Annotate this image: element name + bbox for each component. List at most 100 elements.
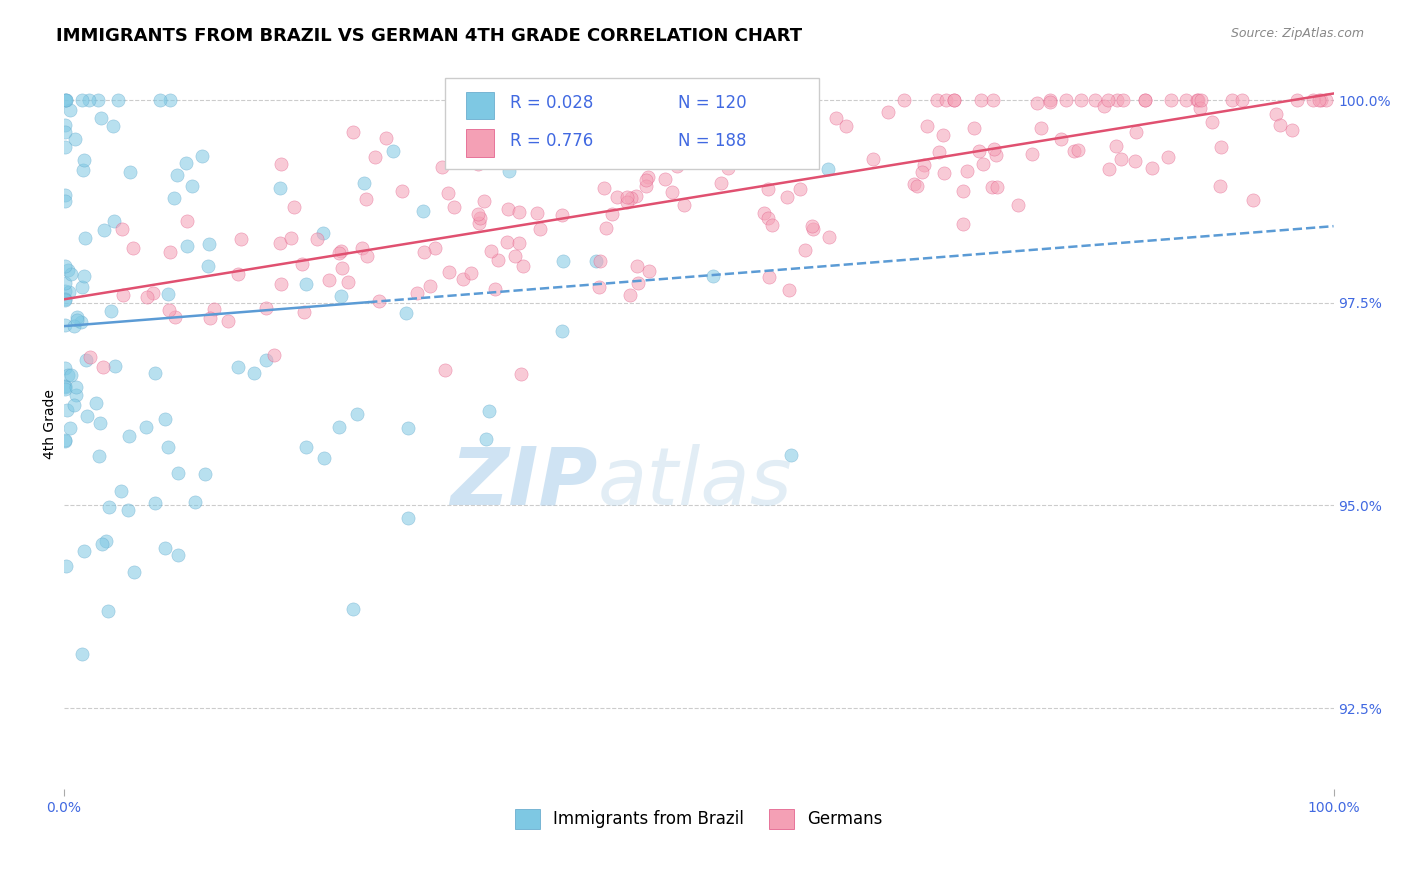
Point — [661, 185, 683, 199]
Point — [758, 269, 780, 284]
Point — [972, 157, 994, 171]
Point — [136, 290, 159, 304]
Point — [312, 450, 335, 465]
Point — [1107, 93, 1129, 107]
Point — [330, 260, 353, 275]
Point — [593, 181, 616, 195]
Point — [969, 93, 991, 107]
Point — [118, 429, 141, 443]
Point — [53, 380, 76, 394]
Point — [305, 232, 328, 246]
Point — [176, 214, 198, 228]
Point — [451, 271, 474, 285]
Point — [496, 202, 519, 216]
Point — [162, 190, 184, 204]
Point — [135, 419, 157, 434]
Point — [155, 411, 177, 425]
Point — [184, 495, 207, 509]
Point — [581, 93, 603, 107]
Point — [1025, 96, 1047, 111]
Point — [100, 304, 122, 318]
Point — [1220, 93, 1243, 107]
Point — [73, 153, 96, 167]
Point — [269, 236, 291, 251]
Point — [551, 325, 574, 339]
Text: IMMIGRANTS FROM BRAZIL VS GERMAN 4TH GRADE CORRELATION CHART: IMMIGRANTS FROM BRAZIL VS GERMAN 4TH GRA… — [56, 27, 803, 45]
Point — [53, 434, 76, 449]
Point — [1187, 93, 1209, 107]
Point — [423, 241, 446, 255]
Point — [634, 173, 657, 187]
Point — [986, 147, 1008, 161]
Point — [928, 145, 950, 159]
Point — [967, 144, 990, 158]
Point — [346, 407, 368, 421]
Point — [142, 285, 165, 300]
Point — [467, 157, 489, 171]
Point — [1281, 122, 1303, 136]
Point — [801, 219, 824, 234]
Point — [592, 136, 614, 151]
Point — [270, 157, 292, 171]
Point — [1063, 145, 1085, 159]
Bar — [467, 129, 495, 157]
Point — [70, 279, 93, 293]
Point — [1097, 93, 1119, 107]
Legend: Immigrants from Brazil, Germans: Immigrants from Brazil, Germans — [508, 802, 890, 836]
Point — [375, 130, 398, 145]
Point — [56, 403, 79, 417]
Point — [1188, 101, 1211, 115]
Point — [437, 186, 460, 200]
Point — [484, 282, 506, 296]
Point — [905, 178, 928, 193]
Point — [198, 311, 221, 326]
Point — [626, 260, 648, 274]
Point — [801, 222, 824, 236]
Point — [56, 262, 79, 277]
Point — [787, 133, 810, 147]
Point — [876, 105, 898, 120]
Point — [1125, 125, 1147, 139]
Point — [1050, 132, 1073, 146]
Point — [529, 222, 551, 236]
Point — [1133, 93, 1156, 107]
Point — [1174, 93, 1197, 107]
Point — [1084, 93, 1107, 107]
Point — [935, 93, 957, 107]
Point — [1309, 93, 1331, 107]
Point — [835, 120, 858, 134]
Point — [943, 93, 966, 107]
Point — [65, 132, 87, 146]
Point — [626, 189, 648, 203]
Point — [353, 176, 375, 190]
Point — [98, 500, 121, 514]
Point — [498, 164, 520, 178]
Point — [217, 313, 239, 327]
Point — [412, 203, 434, 218]
Point — [707, 146, 730, 161]
Point — [90, 537, 112, 551]
Point — [679, 93, 702, 107]
Point — [512, 260, 534, 274]
Point — [270, 277, 292, 291]
Point — [911, 165, 934, 179]
Point — [176, 239, 198, 253]
Point — [1140, 161, 1163, 175]
Point — [1157, 150, 1180, 164]
Point — [350, 241, 373, 255]
Point — [794, 244, 817, 258]
Point — [983, 142, 1005, 156]
Point — [862, 152, 884, 166]
Point — [157, 286, 180, 301]
Point — [1185, 93, 1208, 107]
Point — [328, 420, 350, 434]
Point — [53, 276, 76, 290]
Point — [112, 288, 135, 302]
Point — [696, 93, 718, 107]
Point — [1268, 118, 1291, 132]
Y-axis label: 4th Grade: 4th Grade — [44, 390, 58, 459]
Point — [717, 161, 740, 175]
Text: N = 120: N = 120 — [679, 95, 747, 112]
Point — [101, 119, 124, 133]
Point — [600, 207, 623, 221]
